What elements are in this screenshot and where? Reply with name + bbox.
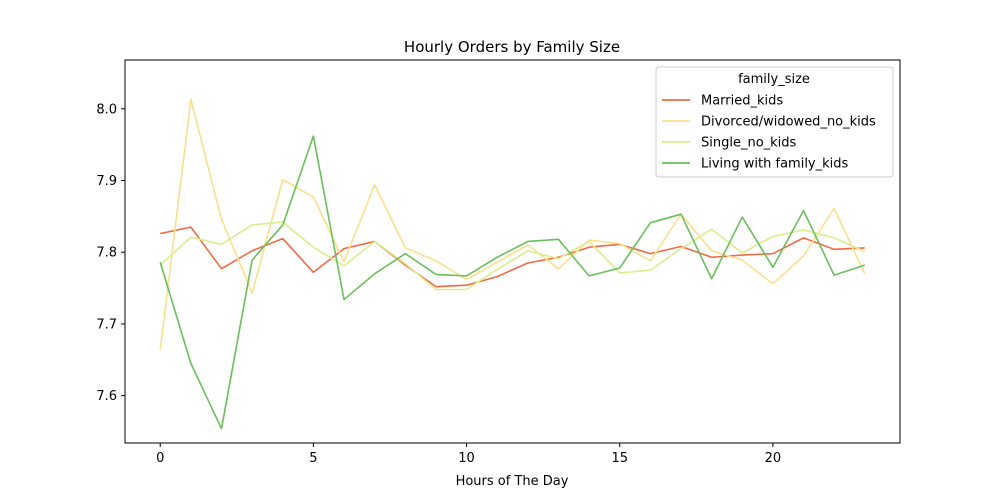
y-axis-ticks: 7.6 7.7 7.8 7.9 8.0 <box>96 102 125 404</box>
series-line-3 <box>159 135 866 430</box>
y-tick-label: 7.7 <box>96 317 117 332</box>
series-line-1 <box>159 98 866 350</box>
legend-label: Living with family_kids <box>701 157 849 172</box>
x-tick-label: 10 <box>458 451 475 466</box>
y-tick-label: 7.9 <box>96 174 117 189</box>
x-axis-ticks: 0 5 10 15 20 <box>156 443 781 466</box>
x-tick-label: 5 <box>309 451 317 466</box>
legend: family_size Married_kids Divorced/widowed… <box>655 66 894 178</box>
plot-frame <box>124 59 901 444</box>
x-tick-label: 0 <box>156 451 164 466</box>
legend-box <box>655 66 894 178</box>
legend-label: Single_no_kids <box>701 136 797 151</box>
legend-title: family_size <box>738 72 810 87</box>
y-tick-label: 7.8 <box>96 246 117 261</box>
series-line-2 <box>159 221 866 291</box>
chart-title: Hourly Orders by Family Size <box>404 38 620 56</box>
x-tick-label: 20 <box>765 451 782 466</box>
y-tick-label: 8.0 <box>96 102 117 117</box>
series-lines <box>159 98 866 430</box>
legend-label: Divorced/widowed_no_kids <box>701 115 876 130</box>
x-tick-label: 15 <box>611 451 628 466</box>
x-axis-label: Hours of The Day <box>456 474 569 489</box>
legend-items: Married_kids Divorced/widowed_no_kids Sing… <box>662 94 876 172</box>
series-line-0 <box>160 226 865 288</box>
y-tick-label: 7.6 <box>96 389 117 404</box>
legend-label: Married_kids <box>701 94 783 109</box>
